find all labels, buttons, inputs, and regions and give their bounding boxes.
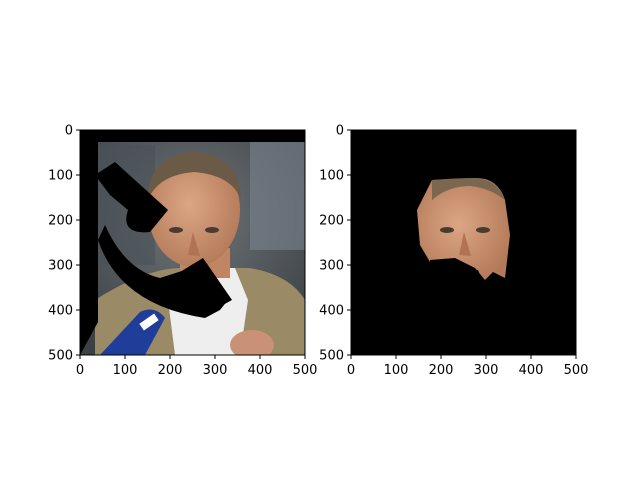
y-tick-label: 200 xyxy=(48,214,73,229)
occlusion-left-band xyxy=(80,130,98,355)
right-y-axis: 0 100 200 300 400 500 xyxy=(319,124,351,364)
right-axes-frame xyxy=(350,129,577,356)
x-tick-label: 200 xyxy=(429,363,454,378)
y-tick-label: 400 xyxy=(48,304,73,319)
right-image-panel: 0 100 200 300 400 500 0 100 200 300 400 500 xyxy=(319,124,588,379)
x-tick-label: 300 xyxy=(203,363,228,378)
right-x-axis: 0 100 200 300 400 500 xyxy=(347,355,589,378)
y-tick-label: 100 xyxy=(319,169,344,184)
x-tick-label: 500 xyxy=(564,363,589,378)
microphone-icon xyxy=(100,309,165,355)
x-tick-label: 300 xyxy=(474,363,499,378)
y-tick-label: 0 xyxy=(65,124,73,139)
occlusion-handset-bottom xyxy=(180,258,232,312)
x-tick-label: 500 xyxy=(293,363,318,378)
x-tick-label: 200 xyxy=(158,363,183,378)
occlusion-top-band xyxy=(80,130,305,142)
right-mask-image xyxy=(351,130,576,355)
left-photo xyxy=(80,130,305,355)
x-tick-label: 0 xyxy=(76,363,84,378)
occlusion-handset-top xyxy=(95,162,168,233)
x-tick-label: 400 xyxy=(519,363,544,378)
x-tick-label: 400 xyxy=(248,363,273,378)
hair xyxy=(148,152,241,200)
left-y-axis: 0 100 200 300 400 500 xyxy=(48,124,80,364)
left-axes-frame xyxy=(79,129,306,356)
x-tick-label: 100 xyxy=(384,363,409,378)
x-tick-label: 0 xyxy=(347,363,355,378)
y-tick-label: 100 xyxy=(48,169,73,184)
left-image-panel: 0 100 200 300 400 500 0 100 200 300 400 500 xyxy=(48,124,317,379)
y-tick-label: 400 xyxy=(319,304,344,319)
face xyxy=(148,153,240,267)
segmented-face xyxy=(417,178,510,282)
y-tick-label: 200 xyxy=(319,214,344,229)
occlusion-curve xyxy=(98,225,228,318)
y-tick-label: 0 xyxy=(336,124,344,139)
y-tick-label: 300 xyxy=(48,259,73,274)
y-tick-label: 500 xyxy=(319,349,344,364)
left-x-axis: 0 100 200 300 400 500 xyxy=(76,355,318,378)
y-tick-label: 300 xyxy=(319,259,344,274)
y-tick-label: 500 xyxy=(48,349,73,364)
x-tick-label: 100 xyxy=(113,363,138,378)
